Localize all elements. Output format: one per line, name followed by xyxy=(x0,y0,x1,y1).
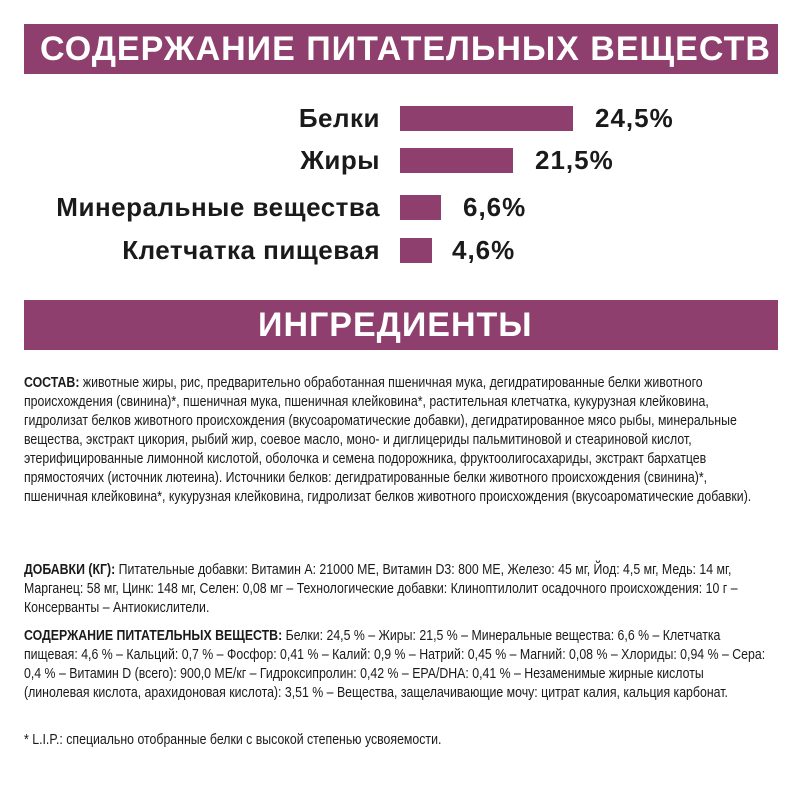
nutrients-header: СОДЕРЖАНИЕ ПИТАТЕЛЬНЫХ ВЕЩЕСТВ xyxy=(24,24,778,74)
data-label: 21,5% xyxy=(535,145,614,175)
category-label: Жиры xyxy=(300,145,380,175)
bar-protein xyxy=(400,106,573,131)
footnote: * L.I.P.: специально отобранные белки с … xyxy=(24,731,772,750)
chart-row-fiber: Клетчатка пищевая 4,6% xyxy=(0,233,800,267)
additives-text: Питательные добавки: Витамин А: 21000 МЕ… xyxy=(24,562,738,616)
composition-label: СОСТАВ: xyxy=(24,375,80,391)
data-label: 4,6% xyxy=(452,235,516,265)
additives-paragraph: ДОБАВКИ (КГ): Питательные добавки: Витам… xyxy=(24,561,772,618)
chart-row-minerals: Минеральные вещества 6,6% xyxy=(0,190,800,224)
data-label: 6,6% xyxy=(463,192,527,222)
ingredients-header: ИНГРЕДИЕНТЫ xyxy=(24,300,778,350)
bar-fiber xyxy=(400,238,432,263)
data-label: 24,5% xyxy=(595,103,674,133)
nutrients-text-label: СОДЕРЖАНИЕ ПИТАТЕЛЬНЫХ ВЕЩЕСТВ: xyxy=(24,628,283,644)
composition-paragraph: СОСТАВ: животные жиры, рис, предваритель… xyxy=(24,374,772,507)
category-label: Минеральные вещества xyxy=(56,192,380,222)
category-label: Клетчатка пищевая xyxy=(122,235,380,265)
footnote-text: * L.I.P.: специально отобранные белки с … xyxy=(24,732,442,748)
chart-row-protein: Белки 24,5% xyxy=(0,101,800,135)
category-label: Белки xyxy=(298,103,380,133)
additives-label: ДОБАВКИ (КГ): xyxy=(24,562,116,578)
nutrients-paragraph: СОДЕРЖАНИЕ ПИТАТЕЛЬНЫХ ВЕЩЕСТВ: Белки: 2… xyxy=(24,627,772,703)
chart-row-fat: Жиры 21,5% xyxy=(0,143,800,177)
nutrients-text-body: Белки: 24,5 % – Жиры: 21,5 % – Минеральн… xyxy=(24,628,766,701)
bar-minerals xyxy=(400,195,441,220)
composition-text: животные жиры, рис, предварительно обраб… xyxy=(24,375,752,505)
bar-fat xyxy=(400,148,513,173)
